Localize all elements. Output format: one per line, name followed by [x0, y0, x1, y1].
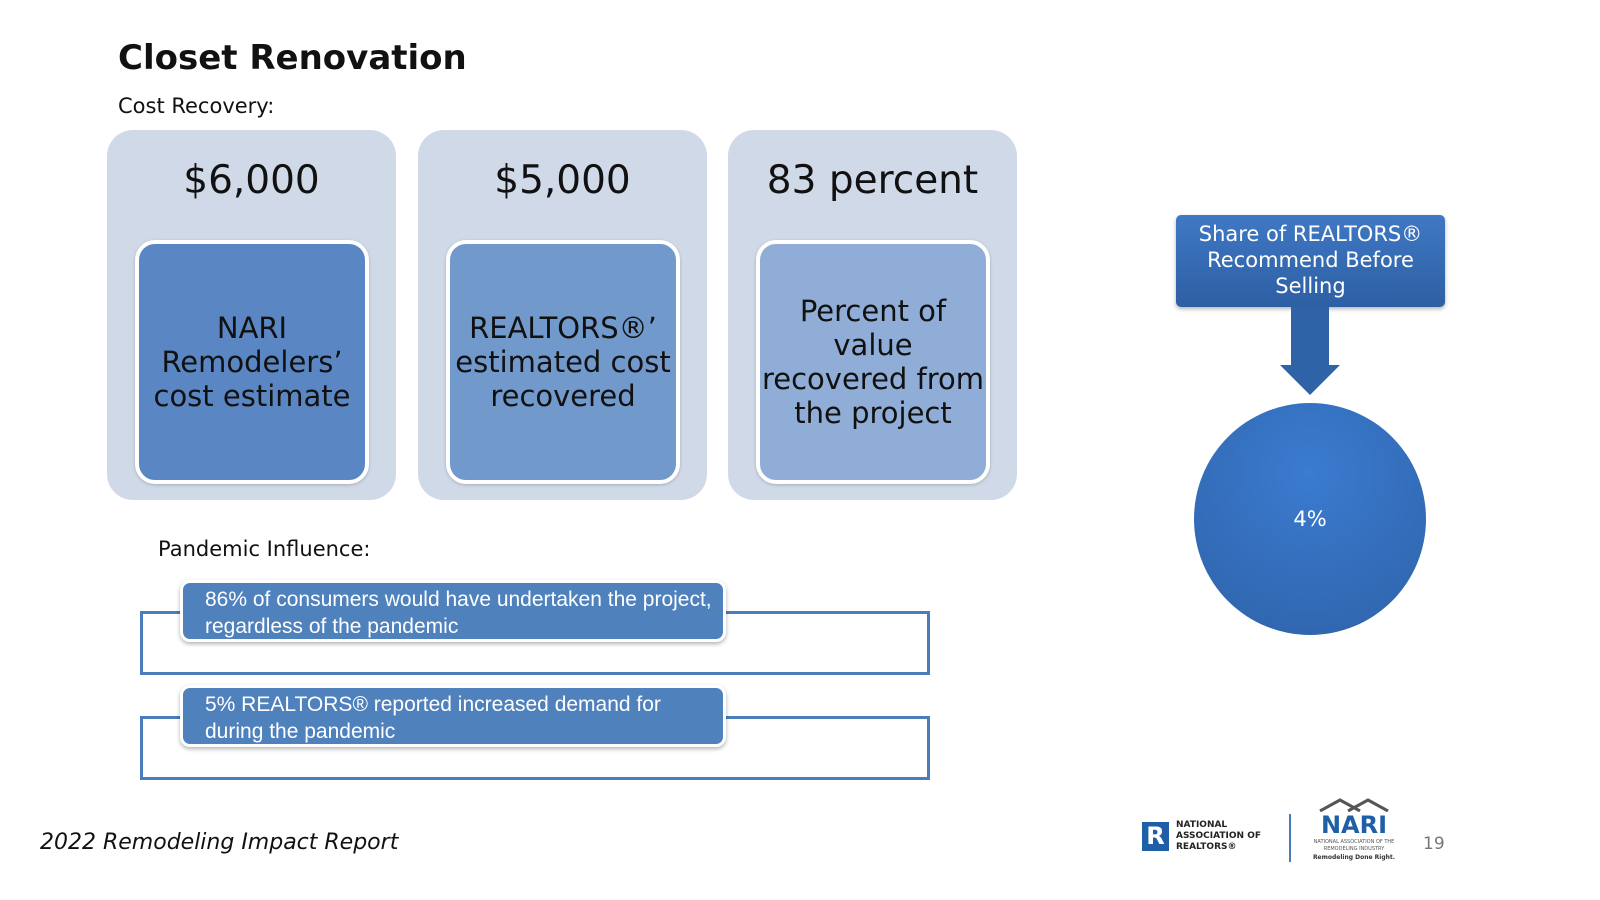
cost-recovery-label: Cost Recovery:: [118, 94, 275, 118]
pandemic-item: 86% of consumers would have undertaken t…: [180, 580, 726, 642]
nari-logo-tagline: Remodeling Done Right.: [1312, 854, 1396, 861]
footer-report-title: 2022 Remodeling Impact Report: [40, 830, 399, 855]
pandemic-item: 5% REALTORS® reported increased demand f…: [180, 685, 726, 747]
card-description: REALTORS®’ estimated cost recovered: [446, 240, 680, 484]
card-description: Percent of value recovered from the proj…: [756, 240, 990, 484]
card-percent-recovered: 83 percent Percent of value recovered fr…: [728, 130, 1017, 500]
logo-divider: [1289, 814, 1291, 862]
pandemic-influence-label: Pandemic Influence:: [158, 537, 371, 561]
down-arrow-icon: [1280, 307, 1340, 395]
card-nari-estimate: $6,000 NARI Remodelers’ cost estimate: [107, 130, 396, 500]
page-number: 19: [1423, 834, 1445, 854]
card-value: $6,000: [183, 158, 320, 203]
recommend-value-circle: 4%: [1194, 403, 1426, 635]
card-value: $5,000: [494, 158, 631, 203]
nari-logo-text: NARI: [1320, 811, 1388, 839]
recommend-value: 4%: [1293, 507, 1327, 531]
nari-logo: NARI NATIONAL ASSOCIATION OF THE REMODEL…: [1312, 798, 1396, 862]
card-value: 83 percent: [766, 158, 979, 203]
nar-logo: R NATIONAL ASSOCIATION OF REALTORS®: [1142, 820, 1277, 853]
nar-r-icon: R: [1142, 822, 1169, 851]
recommend-callout: Share of REALTORS® Recommend Before Sell…: [1176, 215, 1445, 307]
card-description: NARI Remodelers’ cost estimate: [135, 240, 369, 484]
nar-logo-text: NATIONAL ASSOCIATION OF REALTORS®: [1176, 820, 1261, 852]
card-realtors-recovered: $5,000 REALTORS®’ estimated cost recover…: [418, 130, 707, 500]
roof-icon: [1319, 798, 1389, 812]
page-title: Closet Renovation: [118, 38, 467, 78]
nari-logo-subtext: NATIONAL ASSOCIATION OF THE REMODELING I…: [1313, 839, 1395, 852]
